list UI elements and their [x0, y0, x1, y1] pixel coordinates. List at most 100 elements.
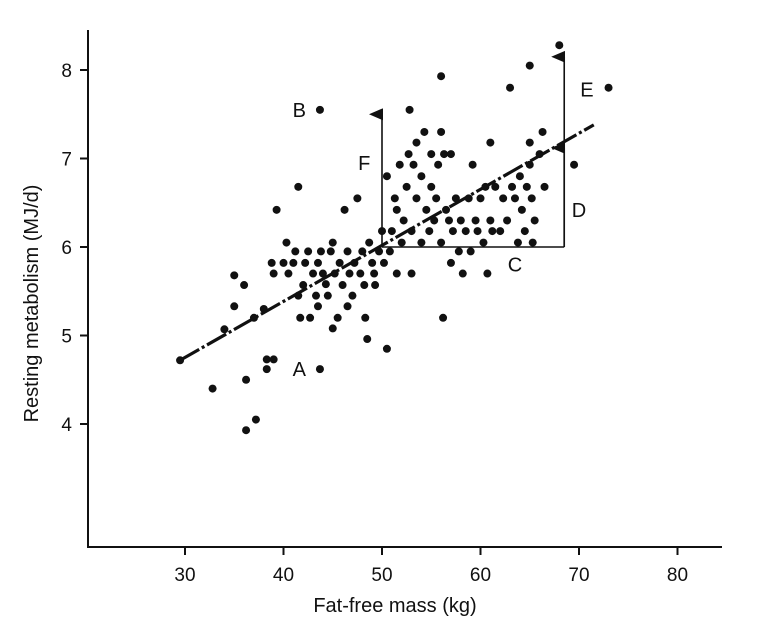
- data-point: [356, 269, 365, 278]
- x-tick-label: 70: [568, 565, 589, 586]
- data-point: [176, 356, 185, 365]
- data-point: [405, 105, 414, 114]
- data-point: [407, 269, 416, 278]
- data-point: [503, 216, 512, 225]
- data-point: [343, 247, 352, 256]
- data-point: [527, 194, 536, 203]
- data-point: [220, 325, 229, 334]
- data-point: [395, 160, 404, 169]
- data-point: [458, 269, 467, 278]
- data-point: [338, 281, 347, 290]
- data-point: [555, 41, 564, 50]
- annotation-label-c: C: [508, 255, 522, 277]
- data-point: [471, 216, 480, 225]
- data-point: [382, 344, 391, 353]
- data-point: [437, 72, 446, 81]
- data-point: [483, 269, 492, 278]
- data-point: [506, 83, 515, 92]
- data-point: [279, 258, 288, 267]
- annotation-label-d: D: [572, 200, 586, 222]
- data-point: [240, 281, 249, 290]
- regression-line-group: [179, 123, 595, 362]
- data-point: [530, 216, 539, 225]
- data-point: [448, 227, 457, 236]
- data-point: [515, 172, 524, 181]
- data-point: [299, 281, 308, 290]
- x-axis-title: Fat-free mass (kg): [313, 595, 476, 617]
- data-point: [468, 160, 477, 169]
- x-tick-label: 40: [273, 565, 294, 586]
- data-point: [466, 247, 475, 256]
- data-point: [476, 194, 485, 203]
- data-point: [420, 127, 429, 136]
- y-tick-label: 4: [61, 415, 72, 436]
- data-point: [479, 238, 488, 247]
- data-point: [371, 281, 380, 290]
- x-tick-label: 30: [174, 565, 195, 586]
- data-point: [496, 227, 505, 236]
- data-point: [437, 238, 446, 247]
- data-point: [461, 227, 470, 236]
- data-point: [409, 160, 418, 169]
- data-point: [417, 238, 426, 247]
- data-point: [353, 194, 362, 203]
- data-point: [312, 291, 321, 300]
- x-tick-label: 80: [667, 565, 688, 586]
- y-axis-title: Resting metabolism (MJ/d): [21, 185, 43, 423]
- y-tick-label: 5: [61, 327, 72, 348]
- data-point: [464, 194, 473, 203]
- data-point: [301, 258, 310, 267]
- y-tick-label: 8: [61, 61, 72, 82]
- data-point: [230, 271, 239, 280]
- point-label-a: A: [293, 359, 307, 381]
- data-point: [318, 269, 327, 278]
- data-point: [272, 205, 281, 214]
- y-tick-label: 7: [61, 150, 72, 171]
- data-point: [525, 160, 534, 169]
- data-point: [385, 247, 394, 256]
- data-point: [269, 269, 278, 278]
- data-point: [335, 258, 344, 267]
- data-point: [350, 258, 359, 267]
- data-point: [513, 238, 522, 247]
- data-point: [306, 313, 315, 322]
- data-point: [321, 280, 330, 289]
- y-tick-label: 6: [61, 238, 72, 259]
- point-label-b: B: [293, 100, 306, 122]
- data-point: [284, 269, 293, 278]
- data-point: [249, 313, 258, 322]
- data-point: [392, 269, 401, 278]
- data-point: [294, 291, 303, 300]
- data-point: [399, 216, 408, 225]
- data-point: [604, 83, 613, 92]
- data-point: [330, 269, 339, 278]
- data-point: [328, 238, 337, 247]
- data-point: [392, 205, 401, 214]
- data-point: [361, 313, 370, 322]
- regression-line: [179, 123, 595, 362]
- data-point: [326, 247, 335, 256]
- data-point: [481, 182, 490, 191]
- data-point: [289, 258, 298, 267]
- data-point: [510, 194, 519, 203]
- data-point: [375, 247, 384, 256]
- data-point: [407, 227, 416, 236]
- data-point: [446, 258, 455, 267]
- labeled-point-b: [315, 105, 324, 114]
- data-point: [365, 238, 374, 247]
- data-point: [432, 194, 441, 203]
- y-axis-ticks: 4 5 6 7 8: [61, 61, 88, 436]
- data-point: [404, 150, 413, 159]
- data-point: [440, 150, 449, 159]
- data-point: [535, 150, 544, 159]
- data-point: [358, 247, 367, 256]
- x-axis-ticks: 30 40 50 60 70 80: [174, 547, 688, 586]
- data-point: [387, 227, 396, 236]
- data-point: [412, 138, 421, 147]
- data-point: [422, 205, 431, 214]
- data-point: [427, 150, 436, 159]
- data-point: [323, 291, 332, 300]
- data-point: [309, 269, 318, 278]
- data-point: [486, 216, 495, 225]
